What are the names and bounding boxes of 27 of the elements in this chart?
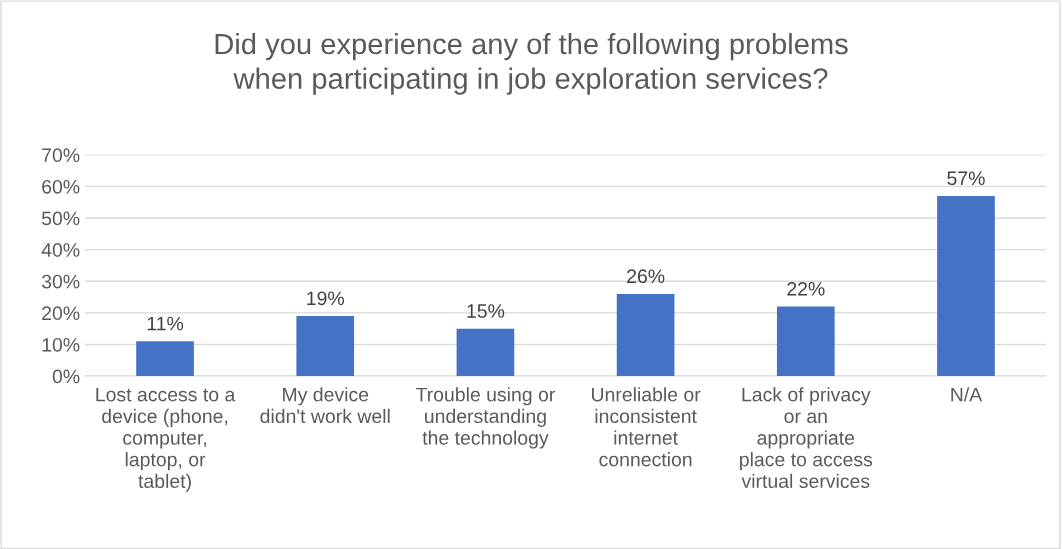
bar: [616, 293, 675, 377]
y-tick-label: 0%: [52, 369, 80, 384]
data-label: 57%: [947, 171, 985, 186]
bar: [136, 341, 194, 377]
chart-title: Did you experience any of the following problems when participating in job exploration services?: [215, 32, 848, 95]
y-tick-label: 10%: [42, 337, 80, 352]
x-tick-label: Lost access to a device (phone, computer, laptop, or tablet): [96, 387, 236, 492]
bar: [456, 328, 515, 377]
bar: [937, 195, 995, 377]
bar: [296, 316, 355, 377]
y-tick-label: 20%: [42, 306, 80, 321]
x-tick-label: N/A: [951, 387, 983, 402]
x-tick-label: Lack of privacy or an appropriate place to access virtual services: [740, 387, 873, 489]
data-label: 11%: [147, 316, 184, 331]
y-tick-label: 60%: [42, 179, 80, 194]
y-tick-label: 40%: [41, 243, 80, 257]
data-label: 15%: [467, 304, 505, 318]
y-tick-label: 70%: [42, 148, 80, 163]
y-tick-label: 50%: [41, 211, 80, 226]
x-tick-label: Trouble using or understanding the technology: [415, 387, 555, 449]
data-label: 22%: [787, 281, 825, 296]
y-tick-label: 30%: [41, 274, 80, 289]
data-label: 26%: [627, 269, 665, 284]
x-tick-label: Unreliable or inconsistent internet connection: [591, 387, 701, 467]
bar: [776, 306, 835, 377]
x-tick-label: My device didn't work well: [260, 387, 390, 424]
data-label: 19%: [307, 291, 345, 306]
